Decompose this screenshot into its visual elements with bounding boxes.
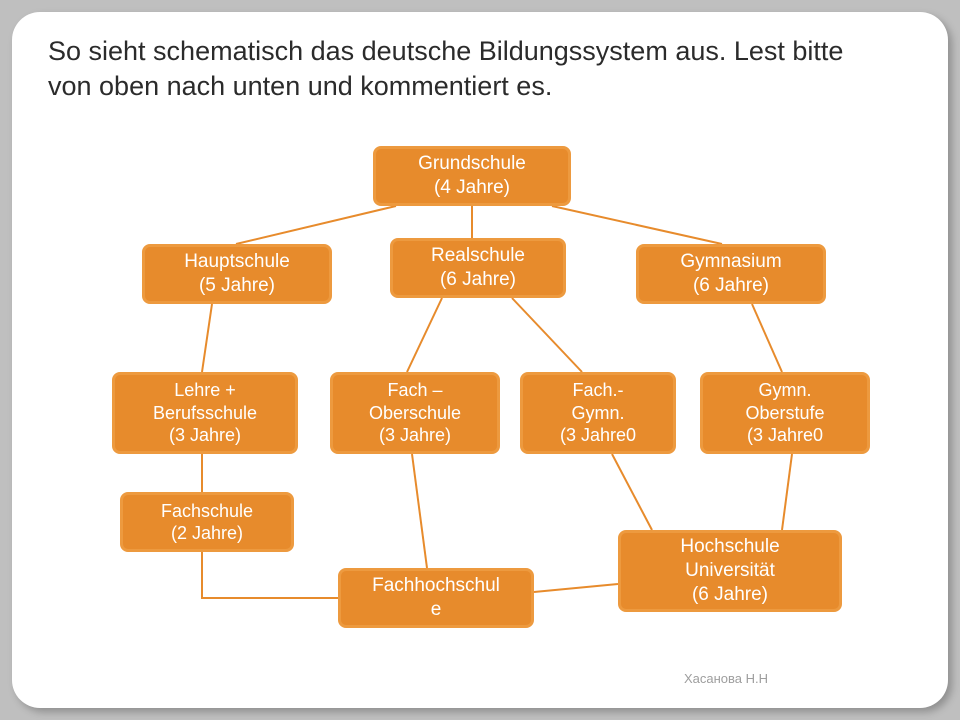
edge-grundschule-gymnasium — [552, 206, 722, 244]
node-gymnober: Gymn.Oberstufe(3 Jahre0 — [700, 372, 870, 454]
node-fachschule: Fachschule(2 Jahre) — [120, 492, 294, 552]
node-fachgymn: Fach.-Gymn.(3 Jahre0 — [520, 372, 676, 454]
node-grundschule: Grundschule(4 Jahre) — [373, 146, 571, 206]
edge-realschule-fachober — [407, 298, 442, 372]
edge-hauptschule-lehre — [202, 304, 212, 372]
node-hauptschule: Hauptschule(5 Jahre) — [142, 244, 332, 304]
slide-card: So sieht schematisch das deutsche Bildun… — [12, 12, 948, 708]
edge-fachhoch-hochschule — [534, 584, 618, 592]
edge-realschule-fachgymn — [512, 298, 582, 372]
edge-gymnasium-gymnober — [752, 304, 782, 372]
edge-fachgymn-hochschule — [612, 454, 652, 530]
node-lehre: Lehre +Berufsschule(3 Jahre) — [112, 372, 298, 454]
edge-fachober-fachhoch — [412, 454, 427, 568]
node-realschule: Realschule(6 Jahre) — [390, 238, 566, 298]
edge-fachschule-fachhoch — [202, 552, 338, 598]
edge-gymnober-hochschule — [782, 454, 792, 530]
slide-footer: Хасанова Н.Н — [684, 671, 768, 686]
node-fachhoch: Fachhochschule — [338, 568, 534, 628]
node-hochschule: HochschuleUniversität(6 Jahre) — [618, 530, 842, 612]
edge-grundschule-hauptschule — [236, 206, 396, 244]
slide-title: So sieht schematisch das deutsche Bildun… — [48, 34, 888, 103]
node-fachober: Fach –Oberschule(3 Jahre) — [330, 372, 500, 454]
node-gymnasium: Gymnasium(6 Jahre) — [636, 244, 826, 304]
